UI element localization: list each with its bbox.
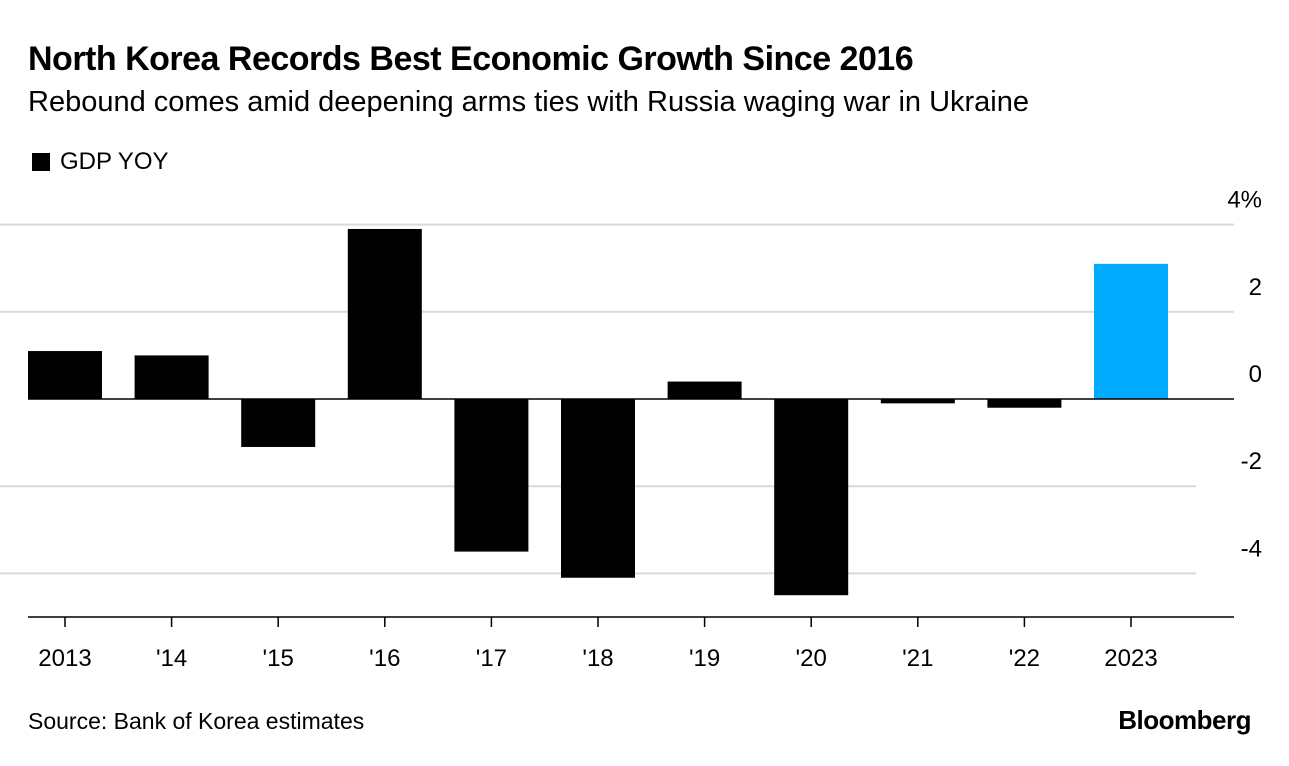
- axes: [28, 398, 1234, 627]
- bar-21: [880, 399, 955, 404]
- x-tick-label: '16: [369, 645, 400, 672]
- x-tick-label: 2013: [38, 645, 91, 672]
- bar-2013: [28, 351, 102, 399]
- bar-16: [347, 228, 422, 399]
- bars: [28, 228, 1168, 596]
- y-tick-label: -2: [1241, 448, 1262, 475]
- x-tick-label: 2023: [1104, 645, 1157, 672]
- y-tick-label: 2: [1249, 274, 1262, 301]
- bar-2023: [1094, 263, 1168, 399]
- x-tick-label: '20: [796, 645, 827, 672]
- y-tick-label: -4: [1241, 535, 1262, 562]
- tick-labels: 4% 2 0 -2 -4 2013 '14 '15 '16 '17 '18 '19 '20 '21 '22 2…: [38, 187, 1262, 672]
- bar-22: [987, 399, 1062, 408]
- bar-15: [241, 399, 316, 447]
- y-tick-label: 4%: [1227, 187, 1262, 214]
- source-note: Source: Bank of Korea estimates: [28, 708, 365, 734]
- y-tick-label: 0: [1249, 361, 1262, 388]
- bar-19: [667, 381, 742, 399]
- chart-subtitle: Rebound comes amid deepening arms ties w…: [28, 86, 1029, 118]
- bar-chart: 4% 2 0 -2 -4 2013 '14 '15 '16 '17 '18 '19 '20 '21 '22 2…: [0, 187, 1262, 672]
- bar-17: [454, 399, 529, 552]
- legend-label: GDP YOY: [60, 148, 169, 175]
- x-tick-label: '14: [156, 645, 187, 672]
- x-tick-label: '15: [263, 645, 294, 672]
- chart-title: North Korea Records Best Economic Growth…: [28, 40, 914, 78]
- bar-14: [134, 355, 209, 399]
- x-tick-label: '21: [902, 645, 933, 672]
- x-tick-label: '18: [582, 645, 613, 672]
- x-tick-label: '17: [476, 645, 507, 672]
- legend: GDP YOY: [32, 148, 169, 176]
- legend-swatch: [32, 153, 50, 171]
- x-tick-label: '22: [1009, 645, 1040, 672]
- x-tick-label: '19: [689, 645, 720, 672]
- bar-18: [561, 399, 635, 578]
- bar-20: [774, 399, 849, 596]
- bloomberg-logo: Bloomberg: [1118, 705, 1251, 735]
